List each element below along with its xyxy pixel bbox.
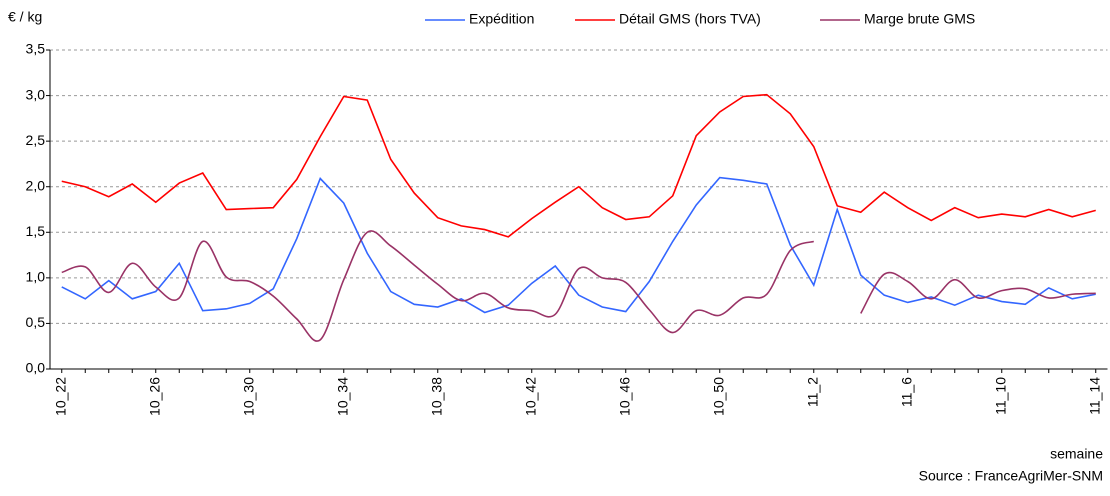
legend-label: Expédition [469,11,534,27]
y-tick-label: 2,0 [26,177,46,193]
y-axis-label: € / kg [8,9,42,25]
source: Source : FranceAgriMer-SNM [919,468,1103,484]
legend-label: Marge brute GMS [864,11,975,27]
x-tick-label: 11_10 [992,377,1008,415]
x-tick-label: 10_50 [710,377,726,416]
x-tick-label: 10_38 [428,377,444,416]
series-line [61,93,1096,238]
y-tick-label: 3,5 [26,41,46,57]
series-line [61,230,1096,342]
y-tick-label: 3,0 [26,86,46,102]
series-line [61,176,1096,314]
x-tick-label: 11_14 [1086,377,1102,415]
x-tick-label: 10_26 [146,377,162,416]
x-tick-label: 11_2 [804,377,820,407]
x-tick-label: 10_30 [240,377,256,416]
y-tick-label: 2,5 [26,132,46,148]
x-tick-label: 11_6 [898,377,914,407]
x-axis-label: semaine [1050,446,1103,462]
y-tick-label: 1,5 [26,223,46,239]
x-tick-label: 10_46 [616,377,632,416]
legend-label: Détail GMS (hors TVA) [619,11,761,27]
y-tick-label: 1,0 [26,269,46,285]
x-tick-label: 10_34 [334,377,350,416]
y-tick-label: 0,5 [26,314,46,330]
y-tick-label: 0,0 [26,360,46,376]
x-tick-label: 10_22 [52,377,68,416]
x-tick-label: 10_42 [522,377,538,416]
